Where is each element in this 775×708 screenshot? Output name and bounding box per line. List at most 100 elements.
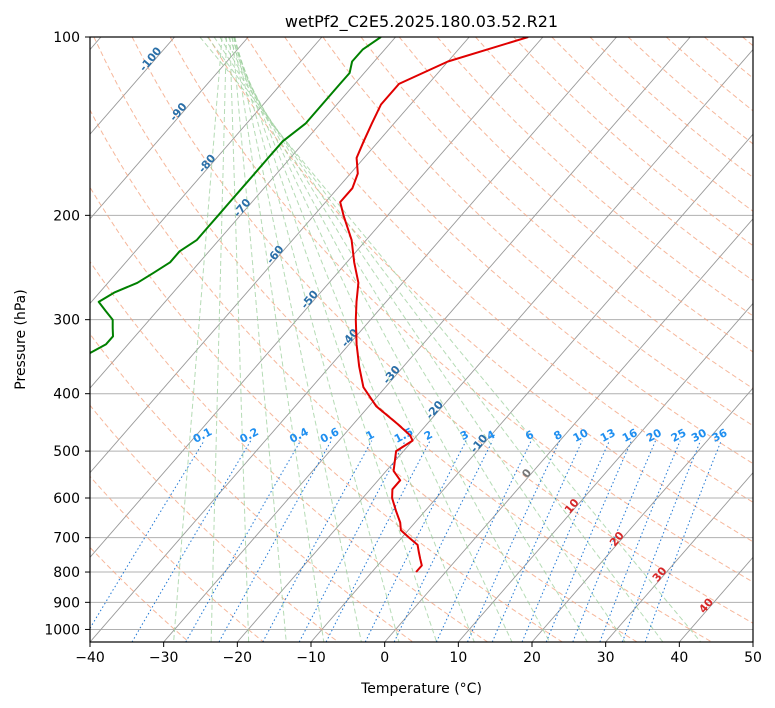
mixing-ratio-label: 0.2 (238, 425, 261, 446)
mixing-ratio-label: 36 (710, 426, 730, 445)
mixing-ratio-line (131, 440, 252, 642)
mixing-ratio-label: 30 (689, 426, 709, 445)
dry-adiabat-line (93, 37, 712, 642)
dry-adiabat-line (704, 37, 753, 79)
x-tick-label: 0 (380, 650, 389, 666)
mixing-ratio-line (364, 440, 467, 642)
mixing-ratio-label: 16 (620, 426, 640, 445)
y-tick-label: 900 (53, 595, 80, 611)
dewpoint-line (90, 37, 382, 355)
mixing-ratio-line (393, 440, 494, 642)
dry-adiabat-line (246, 37, 753, 503)
dry-adiabat-line (90, 186, 563, 642)
moist-adiabat-line (233, 37, 438, 642)
profiles (90, 37, 529, 573)
y-tick-label: 1000 (44, 622, 80, 638)
x-axis-title: Temperature (°C) (360, 681, 482, 697)
mixing-ratio-label: 0.4 (287, 425, 311, 446)
isotherm-label: 40 (696, 595, 716, 615)
isotherm-label: -20 (423, 398, 446, 422)
dry-adiabat-line (284, 37, 753, 465)
isotherm-line (90, 37, 617, 642)
mixing-ratio-label: 0.6 (318, 425, 342, 446)
plot-frame (89, 36, 754, 643)
dry-adiabat-line (90, 546, 190, 642)
x-tick-label: 10 (449, 650, 467, 666)
mixing-ratio-label: 8 (552, 428, 565, 443)
isotherm-label: -100 (137, 44, 165, 74)
isotherm-line (90, 37, 544, 559)
isotherm-line (605, 472, 753, 642)
isotherm-label: -30 (380, 363, 403, 387)
isotherm-label: -80 (196, 152, 219, 176)
chart-title: wetPf2_C2E5.2025.180.03.52.R21 (285, 12, 558, 32)
dry-adiabat-line (360, 37, 753, 390)
x-tick-label: −10 (296, 650, 326, 666)
isotherm-line (384, 218, 753, 642)
mixing-ratio-label: 3 (458, 428, 471, 443)
mixing-ratio-label: 20 (644, 426, 664, 445)
dry-adiabat-line (322, 37, 753, 427)
y-tick-label: 700 (53, 531, 80, 547)
dry-adiabat-line (131, 37, 753, 624)
dry-adiabat-line (90, 475, 264, 642)
moist-adiabat-line (213, 37, 626, 642)
x-tick-label: 40 (670, 650, 688, 666)
isotherm-line (90, 37, 249, 220)
dry-adiabat-line (90, 333, 414, 642)
temperature-line (339, 37, 529, 573)
isotherm-line (90, 37, 396, 389)
dry-adiabat-line (742, 37, 753, 47)
moist-adiabat-line (230, 37, 475, 642)
mixing-ratio-label: 1 (364, 428, 377, 443)
isotherm-line (310, 133, 753, 642)
y-tick-label: 600 (53, 491, 80, 507)
y-axis-title: Pressure (hPa) (13, 289, 29, 389)
moist-adiabat-line (207, 37, 664, 642)
mixing-ratio-line (90, 440, 205, 630)
mixing-ratio-line (521, 440, 610, 642)
y-tick-label: 400 (53, 387, 80, 403)
isotherm-line (90, 37, 323, 305)
isotherm-line (752, 641, 753, 642)
y-tick-label: 200 (53, 208, 80, 224)
background-lines (90, 37, 753, 642)
mixing-ratio-label: 10 (571, 426, 591, 445)
y-tick-label: 100 (53, 30, 80, 46)
isotherm-line (457, 302, 753, 642)
dry-adiabat-line (90, 404, 339, 642)
mixing-ratio-line (262, 440, 373, 642)
moist-adiabat-line (219, 37, 588, 642)
mixing-ratio-line (467, 440, 561, 642)
dry-adiabat-line (169, 37, 753, 583)
x-tick-label: 50 (744, 650, 762, 666)
mixing-ratio-line (185, 440, 302, 642)
dry-adiabat-line (665, 37, 753, 112)
moist-adiabat-line (233, 37, 325, 642)
mixing-ratio-label: 25 (669, 426, 689, 445)
isotherm-line (531, 387, 753, 642)
isotherm-label: 10 (562, 496, 582, 516)
y-tick-label: 800 (53, 565, 80, 581)
x-tick-label: −30 (149, 650, 179, 666)
isotherm-line (678, 556, 753, 642)
x-tick-label: −40 (75, 650, 105, 666)
mixing-ratio-label: 2 (422, 428, 435, 443)
dry-adiabat-line (513, 37, 753, 247)
isotherm-line (163, 37, 691, 642)
moist-adiabat-line (210, 37, 227, 642)
isotherm-label: -40 (339, 326, 362, 350)
moist-adiabat-line (231, 37, 287, 642)
mixing-ratio-label: 13 (598, 426, 618, 445)
isotherm-line (236, 48, 753, 642)
dry-adiabat-line (207, 37, 753, 543)
x-tick-label: −20 (223, 650, 253, 666)
dry-adiabat-line (90, 260, 488, 642)
isotherm-line (90, 37, 470, 474)
mixing-ratio-line (644, 440, 722, 642)
line-labels: 0.1 0.2 0.4 0.6 1 1.5 2 3 4 6 8 10 13 16 20 25 30 36-100-… (137, 44, 730, 615)
x-tick-label: 30 (597, 650, 615, 666)
axis-ticks: −40 −30 −20 −10 0 10 20 30 40 50 100 200 300 400 500 60… (44, 30, 762, 666)
moist-adiabat-line (229, 37, 250, 642)
